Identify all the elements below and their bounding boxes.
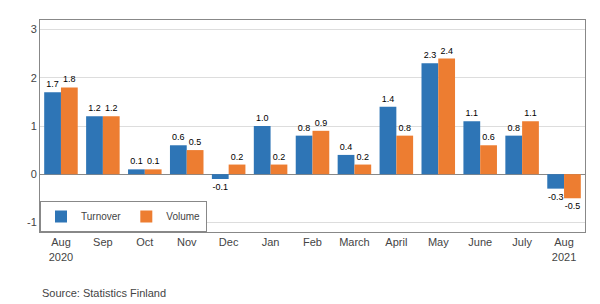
svg-text:2.3: 2.3: [424, 50, 437, 60]
svg-text:1.0: 1.0: [256, 113, 269, 123]
svg-text:0: 0: [31, 168, 37, 180]
svg-text:0.9: 0.9: [315, 118, 328, 128]
svg-text:Aug2020: Aug2020: [49, 236, 73, 262]
svg-text:April: April: [385, 236, 407, 248]
svg-text:June: June: [468, 236, 492, 248]
svg-text:0.5: 0.5: [189, 137, 202, 147]
svg-text:May: May: [428, 236, 449, 248]
svg-text:0.2: 0.2: [231, 152, 244, 162]
svg-text:0.4: 0.4: [340, 142, 353, 152]
svg-text:Jan: Jan: [262, 236, 280, 248]
svg-text:Sep: Sep: [93, 236, 113, 248]
svg-text:1.2: 1.2: [105, 103, 118, 113]
svg-text:0.6: 0.6: [172, 132, 185, 142]
svg-text:0.8: 0.8: [298, 123, 311, 133]
svg-text:1.1: 1.1: [466, 108, 479, 118]
svg-text:Turnover: Turnover: [81, 211, 121, 222]
svg-text:1.1: 1.1: [524, 108, 537, 118]
svg-text:1.7: 1.7: [46, 79, 59, 89]
svg-text:2.4: 2.4: [440, 46, 453, 56]
svg-text:Nov: Nov: [177, 236, 197, 248]
svg-text:0.6: 0.6: [482, 132, 495, 142]
svg-text:Aug2021: Aug2021: [552, 236, 576, 262]
svg-text:0.1: 0.1: [130, 156, 143, 166]
svg-text:Dec: Dec: [219, 236, 239, 248]
svg-text:-0.3: -0.3: [548, 192, 564, 202]
svg-text:Oct: Oct: [136, 236, 153, 248]
svg-text:2: 2: [31, 72, 37, 84]
svg-text:1: 1: [31, 120, 37, 132]
svg-text:-0.5: -0.5: [565, 201, 581, 211]
svg-text:March: March: [339, 236, 370, 248]
svg-text:0.2: 0.2: [357, 152, 370, 162]
svg-text:Feb: Feb: [303, 236, 322, 248]
svg-text:0.2: 0.2: [273, 152, 286, 162]
svg-text:-1: -1: [27, 216, 37, 228]
svg-text:3: 3: [31, 23, 37, 35]
svg-text:1.4: 1.4: [382, 94, 395, 104]
svg-text:July: July: [512, 236, 532, 248]
svg-text:Volume: Volume: [166, 211, 200, 222]
svg-text:0.8: 0.8: [398, 123, 411, 133]
svg-text:0.8: 0.8: [507, 123, 520, 133]
svg-text:1.2: 1.2: [88, 103, 101, 113]
svg-text:0.1: 0.1: [147, 156, 160, 166]
svg-text:-0.1: -0.1: [213, 182, 229, 192]
svg-text:1.8: 1.8: [63, 74, 76, 84]
svg-text:Source: Statistics Finland: Source: Statistics Finland: [42, 287, 166, 299]
